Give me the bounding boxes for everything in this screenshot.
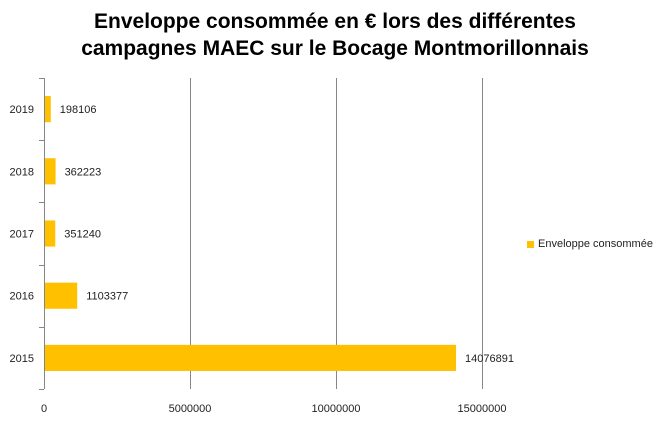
chart-title-line-2: campagnes MAEC sur le Bocage Montmorillo… [81, 37, 589, 60]
bar-2016 [45, 282, 78, 309]
data-label-2016: 1103377 [86, 291, 128, 303]
data-label-2018: 362223 [65, 166, 102, 178]
data-label-2017: 351240 [64, 229, 101, 241]
y-tick-label-2019: 2019 [10, 104, 34, 116]
y-tick-label-2015: 2015 [10, 353, 34, 365]
bar-2015 [45, 344, 457, 371]
chart-title-line-1: Enveloppe consommée en € lors des différ… [94, 10, 576, 33]
bar-2019 [45, 96, 51, 123]
x-tick-label-5000000: 5000000 [169, 403, 212, 415]
x-tick-label-0: 0 [41, 403, 47, 415]
x-tick-label-15000000: 15000000 [458, 403, 507, 415]
chart-legend: Enveloppe consommée [527, 238, 653, 250]
y-tick-label-2017: 2017 [10, 229, 34, 241]
legend-label: Enveloppe consommée [538, 238, 653, 250]
data-label-2019: 198106 [60, 104, 97, 116]
chart-title: Enveloppe consommée en € lors des différ… [0, 8, 670, 62]
y-tick-label-2016: 2016 [10, 291, 34, 303]
legend-swatch [527, 240, 534, 248]
x-tick-label-10000000: 10000000 [312, 403, 361, 415]
y-tick-label-2018: 2018 [10, 166, 34, 178]
bar-2017 [45, 220, 56, 247]
bar-2018 [45, 158, 56, 185]
data-label-2015: 14076891 [465, 353, 514, 365]
